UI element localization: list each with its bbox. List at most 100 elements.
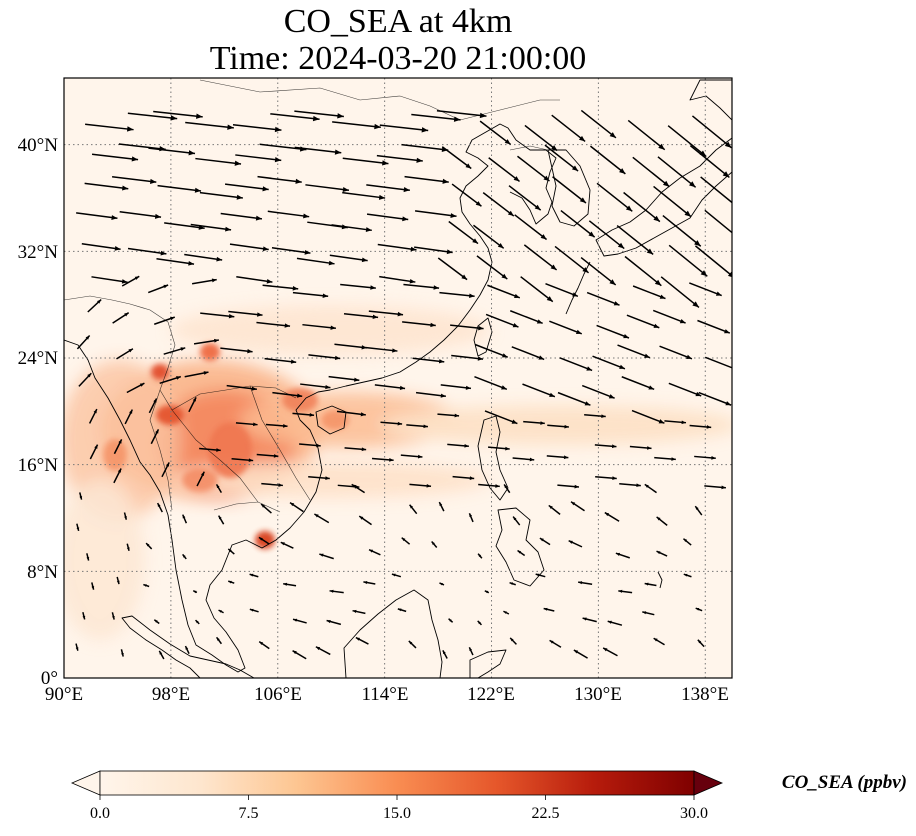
wind-arrow: [280, 541, 294, 549]
wind-arrow-shaft: [479, 120, 512, 146]
wind-arrow-head: [249, 573, 254, 577]
colorbar-tick-label: 30.0: [680, 805, 708, 822]
wind-arrow-shaft: [545, 283, 579, 298]
wind-arrow-head: [91, 586, 95, 590]
wind-arrow-head: [111, 215, 118, 220]
wind-arrow: [371, 457, 394, 462]
wind-arrow-head: [116, 580, 120, 585]
wind-arrow-shaft: [148, 147, 196, 155]
wind-arrow-head: [546, 296, 553, 302]
wind-arrow: [328, 375, 360, 382]
wind-arrow-shaft: [700, 176, 732, 204]
wind-arrow-head: [679, 319, 686, 324]
wind-arrow-head: [273, 454, 279, 458]
wind-arrow: [352, 609, 366, 615]
wind-arrow-head: [316, 443, 321, 448]
wind-arrow-shaft: [85, 123, 134, 131]
wind-arrow: [82, 612, 86, 620]
wind-arrow-head: [578, 135, 586, 142]
wind-arrow: [111, 612, 115, 620]
wind-arrow-shaft: [199, 191, 243, 199]
wind-arrow-head: [448, 618, 452, 622]
wind-arrow-head: [715, 291, 722, 296]
wind-arrow-head: [261, 504, 266, 508]
gridlines: [64, 78, 732, 678]
wind-arrow: [436, 109, 487, 119]
wind-arrow-shaft: [376, 154, 423, 162]
wind-arrow: [376, 154, 423, 163]
wind-arrow: [190, 223, 232, 232]
wind-arrow-head: [397, 311, 404, 317]
wind-arrow: [358, 515, 372, 526]
wind-arrow-head: [439, 582, 443, 586]
wind-arrow: [397, 608, 407, 613]
wind-arrow-shaft: [667, 125, 707, 158]
wind-arrow-shaft: [488, 157, 521, 183]
wind-arrow-shaft: [270, 113, 320, 120]
wind-arrow-head: [334, 149, 342, 155]
wind-arrow: [329, 254, 368, 263]
wind-arrow-head: [290, 502, 295, 507]
wind-arrow-head: [149, 178, 157, 184]
wind-arrow-head: [410, 246, 417, 252]
wind-arrow: [409, 504, 418, 515]
coastline-visayas-mindanao: [495, 507, 545, 587]
wind-arrow-head: [211, 278, 217, 283]
map-frame: [63, 77, 733, 679]
wind-arrow-head: [694, 240, 701, 247]
y-tick-label: 24°N: [18, 348, 59, 369]
wind-arrow: [659, 345, 693, 360]
wind-arrow: [557, 391, 591, 406]
wind-arrow: [503, 610, 510, 615]
wind-arrow: [404, 175, 449, 184]
wind-arrow-head: [608, 394, 615, 399]
wind-arrow-head: [540, 421, 545, 425]
wind-arrow-shaft: [292, 291, 329, 298]
wind-arrow-shaft: [157, 184, 202, 192]
wind-arrow: [296, 257, 335, 266]
wind-arrow: [573, 649, 588, 659]
wind-arrow: [689, 424, 712, 429]
wind-arrow-head: [644, 353, 650, 358]
wind-arrow: [87, 298, 102, 313]
wind-arrow: [119, 210, 162, 219]
wind-arrow-head: [517, 550, 522, 554]
wind-arrow-shaft: [552, 176, 587, 204]
hotspot-cambodia: [255, 531, 275, 549]
wind-arrow: [596, 182, 633, 212]
colorbar: 0.0 7.5 15.0 22.5 30.0 CO_SEA (ppbv): [70, 770, 907, 822]
wind-arrow-head: [722, 171, 730, 178]
wind-arrow-shaft: [559, 357, 593, 372]
wind-arrow-head: [146, 543, 150, 547]
plume-western-pacific-band: [380, 405, 732, 445]
wind-arrow: [484, 590, 490, 594]
wind-arrow: [112, 312, 130, 324]
wind-arrow-head: [706, 425, 712, 429]
wind-arrow: [366, 184, 410, 193]
wind-arrow-head: [724, 141, 732, 148]
wind-arrow-head: [225, 226, 232, 232]
wind-arrow-shaft: [508, 185, 542, 211]
wind-arrow: [380, 421, 403, 426]
wind-arrow-head: [397, 421, 403, 426]
wind-arrow-shaft: [437, 257, 468, 281]
wind-arrow: [368, 310, 404, 317]
wind-arrow-head: [139, 383, 145, 387]
wind-arrow: [260, 503, 272, 514]
wind-arrow-head: [509, 582, 514, 586]
wind-arrow: [84, 182, 129, 191]
wind-arrow: [377, 243, 417, 252]
x-tick-label: 130°E: [574, 684, 622, 705]
wind-arrow-head: [579, 197, 586, 203]
x-tick-label: 114°E: [362, 684, 409, 705]
wind-arrow-head: [134, 276, 140, 280]
wind-arrow: [557, 484, 580, 489]
wind-arrow: [548, 504, 561, 515]
wind-arrow-head: [121, 279, 128, 284]
wind-arrow: [302, 323, 336, 330]
wind-arrow-shaft: [200, 312, 235, 318]
wind-arrow-head: [170, 316, 175, 321]
wind-arrow-shaft: [271, 247, 311, 254]
border-thailand-laos: [171, 409, 259, 503]
